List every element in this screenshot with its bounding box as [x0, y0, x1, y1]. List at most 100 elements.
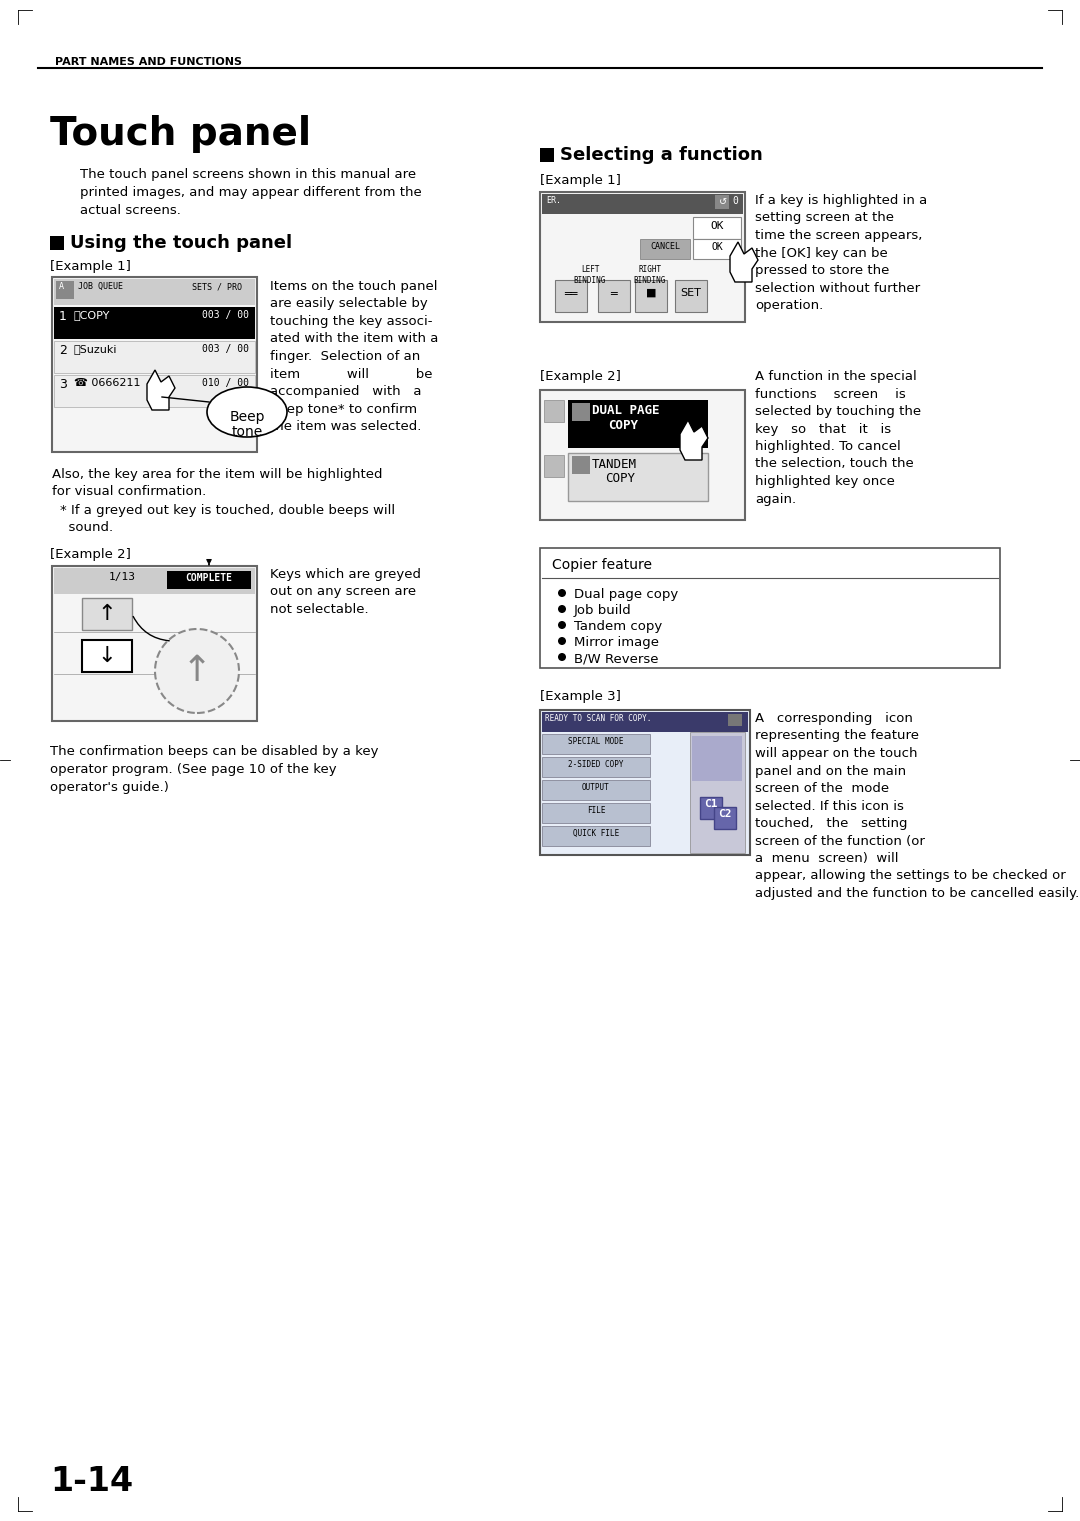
Text: Also, the key area for the item will be highlighted
for visual confirmation.: Also, the key area for the item will be … — [52, 468, 382, 497]
Text: ⎘Suzuki: ⎘Suzuki — [75, 344, 118, 354]
Bar — [540, 389, 745, 520]
Bar — [715, 195, 729, 208]
Text: ⎘COPY: ⎘COPY — [75, 310, 110, 319]
Text: Selecting a function: Selecting a function — [561, 146, 762, 164]
Text: 1/13: 1/13 — [108, 572, 135, 583]
Bar — [82, 640, 132, 672]
Bar — [54, 567, 255, 595]
Bar — [82, 598, 132, 630]
Text: COMPLETE: COMPLETE — [186, 573, 232, 583]
Text: The touch panel screens shown in this manual are
printed images, and may appear : The touch panel screens shown in this ma… — [80, 167, 422, 218]
Bar — [540, 192, 745, 322]
Bar — [52, 277, 257, 452]
Text: Keys which are greyed
out on any screen are
not selectable.: Keys which are greyed out on any screen … — [270, 567, 421, 616]
Text: 3: 3 — [59, 379, 67, 391]
Bar — [572, 456, 590, 475]
Bar — [693, 218, 741, 239]
Text: C1: C1 — [704, 799, 718, 809]
Bar — [54, 307, 255, 339]
Text: If a key is highlighted in a
setting screen at the
time the screen appears,
the : If a key is highlighted in a setting scr… — [755, 195, 928, 312]
Bar — [714, 808, 735, 829]
Text: COPY: COPY — [608, 418, 638, 432]
Text: 003 / 00: 003 / 00 — [202, 310, 249, 319]
Text: DUAL PAGE: DUAL PAGE — [592, 405, 660, 417]
Text: Tandem copy: Tandem copy — [573, 621, 662, 633]
Bar — [568, 453, 708, 500]
Text: Using the touch panel: Using the touch panel — [70, 234, 292, 252]
Bar — [542, 735, 650, 754]
Bar — [50, 236, 64, 249]
Text: 1-14: 1-14 — [50, 1465, 133, 1498]
Bar — [700, 797, 723, 818]
Bar — [692, 736, 742, 780]
Polygon shape — [680, 420, 708, 459]
Text: LEFT
BINDING: LEFT BINDING — [573, 265, 606, 284]
Text: 0: 0 — [732, 196, 738, 205]
Bar — [544, 400, 564, 421]
Bar — [544, 455, 564, 478]
Bar — [56, 281, 75, 300]
Bar — [542, 195, 743, 214]
Text: [Example 1]: [Example 1] — [50, 260, 131, 272]
Text: tone: tone — [231, 424, 262, 440]
Text: ↓: ↓ — [97, 646, 117, 666]
Polygon shape — [147, 370, 175, 411]
Circle shape — [558, 605, 566, 613]
Text: JOB QUEUE: JOB QUEUE — [78, 281, 123, 291]
Text: Mirror image: Mirror image — [573, 636, 659, 649]
Text: Beep: Beep — [229, 411, 265, 424]
Text: SPECIAL MODE: SPECIAL MODE — [568, 738, 624, 745]
Bar — [542, 780, 650, 800]
Circle shape — [558, 637, 566, 645]
Text: SET: SET — [680, 287, 701, 298]
Circle shape — [558, 621, 566, 630]
Bar — [172, 646, 222, 697]
Text: OK: OK — [711, 242, 723, 252]
Bar — [675, 280, 707, 312]
Bar — [54, 278, 255, 306]
Bar — [542, 826, 650, 846]
Bar — [690, 732, 745, 853]
Bar — [540, 148, 554, 163]
Text: A: A — [59, 281, 64, 291]
Bar — [540, 710, 750, 855]
Ellipse shape — [156, 630, 239, 713]
Bar — [635, 280, 667, 312]
Bar — [542, 803, 650, 823]
Text: SETS / PRO: SETS / PRO — [192, 281, 242, 291]
Text: ══: ══ — [564, 287, 578, 298]
Bar — [598, 280, 630, 312]
Text: 010 / 00: 010 / 00 — [202, 379, 249, 388]
Text: C2: C2 — [718, 809, 732, 818]
Bar — [572, 403, 590, 421]
Text: COPY: COPY — [605, 472, 635, 485]
Text: OUTPUT: OUTPUT — [582, 783, 610, 792]
Text: [Example 1]: [Example 1] — [540, 173, 621, 187]
Text: ER.: ER. — [546, 196, 561, 205]
Text: [Example 2]: [Example 2] — [50, 548, 131, 561]
Text: Touch panel: Touch panel — [50, 116, 311, 154]
Text: READY TO SCAN FOR COPY.: READY TO SCAN FOR COPY. — [545, 713, 651, 722]
Text: Copier feature: Copier feature — [552, 558, 652, 572]
Text: A   corresponding   icon
representing the feature
will appear on the touch
panel: A corresponding icon representing the fe… — [755, 712, 1079, 900]
Bar — [540, 548, 1000, 668]
Text: ↺: ↺ — [719, 198, 727, 207]
Text: 2: 2 — [59, 344, 67, 357]
Text: QUICK FILE: QUICK FILE — [572, 829, 619, 838]
Text: ■: ■ — [646, 287, 657, 298]
Text: ↑: ↑ — [181, 654, 212, 687]
Bar — [167, 570, 251, 589]
Bar — [542, 712, 748, 732]
Text: ═: ═ — [610, 287, 618, 298]
Text: PART NAMES AND FUNCTIONS: PART NAMES AND FUNCTIONS — [55, 56, 242, 67]
Text: * If a greyed out key is touched, double beeps will
  sound.: * If a greyed out key is touched, double… — [60, 503, 395, 534]
Text: Job build: Job build — [573, 604, 632, 618]
Bar — [542, 757, 650, 777]
Text: ☎ 0666211: ☎ 0666211 — [75, 379, 140, 388]
Bar — [54, 341, 255, 373]
Text: 1: 1 — [59, 310, 67, 322]
Circle shape — [558, 589, 566, 598]
Text: TANDEM: TANDEM — [592, 458, 637, 472]
Text: 003 / 00: 003 / 00 — [202, 344, 249, 354]
Bar — [728, 713, 742, 726]
